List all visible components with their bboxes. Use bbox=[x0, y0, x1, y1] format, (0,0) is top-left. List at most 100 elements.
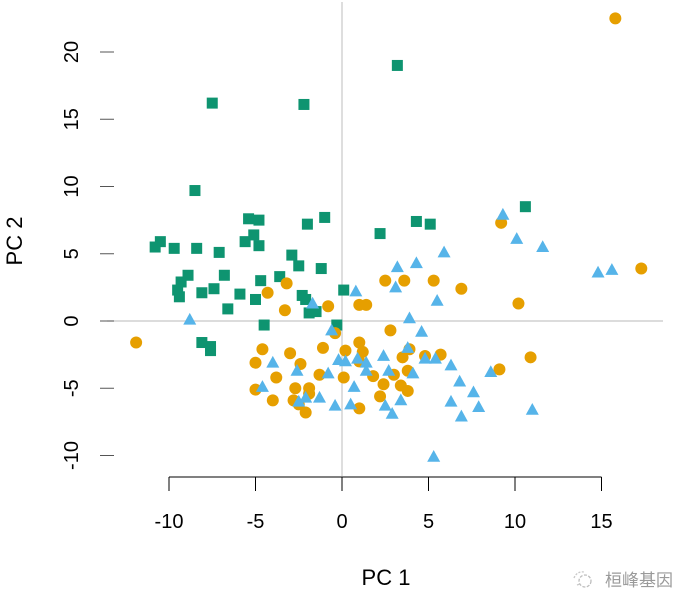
circle-marker bbox=[524, 351, 537, 364]
reference-lines bbox=[107, 2, 663, 476]
circle-marker bbox=[401, 384, 414, 397]
circle-marker bbox=[495, 216, 508, 229]
triangle-marker bbox=[536, 240, 550, 252]
triangle-marker bbox=[349, 284, 363, 297]
circle-marker bbox=[284, 347, 297, 360]
circle-marker bbox=[353, 402, 366, 415]
y-tick-label: 15 bbox=[61, 108, 83, 130]
circle-marker bbox=[455, 282, 468, 295]
x-tick-label: 0 bbox=[336, 511, 347, 533]
circle-marker bbox=[266, 394, 279, 407]
square-marker bbox=[258, 319, 270, 331]
circle-marker bbox=[316, 341, 329, 354]
square-marker bbox=[410, 215, 422, 227]
triangle-marker bbox=[382, 363, 396, 376]
circle-marker bbox=[374, 390, 387, 403]
square-marker bbox=[374, 228, 386, 240]
triangle-marker bbox=[418, 351, 432, 364]
y-tick-label: 10 bbox=[61, 175, 83, 197]
y-tick-label: 5 bbox=[61, 248, 83, 259]
circle-marker bbox=[609, 12, 622, 25]
circle-marker bbox=[353, 298, 366, 311]
triangle-marker bbox=[401, 341, 415, 353]
square-marker bbox=[239, 236, 251, 248]
square-marker bbox=[519, 201, 531, 213]
square-marker bbox=[274, 271, 286, 283]
group-3-points bbox=[183, 207, 619, 462]
triangle-marker bbox=[347, 380, 361, 392]
triangle-marker bbox=[394, 393, 408, 406]
x-axis: -10 -5 0 5 10 15 bbox=[155, 476, 613, 533]
triangle-marker bbox=[299, 390, 313, 403]
data-points bbox=[130, 12, 648, 462]
square-marker bbox=[303, 307, 315, 319]
triangle-marker bbox=[390, 260, 404, 273]
y-axis-title: PC 2 bbox=[2, 217, 27, 266]
circle-marker bbox=[396, 351, 409, 364]
triangle-marker bbox=[430, 294, 444, 306]
square-marker bbox=[319, 211, 331, 223]
circle-marker bbox=[299, 406, 312, 419]
triangle-marker bbox=[472, 400, 486, 413]
square-marker bbox=[253, 214, 265, 226]
x-tick-label: -5 bbox=[247, 511, 265, 533]
square-marker bbox=[298, 98, 310, 110]
triangle-marker bbox=[359, 355, 373, 368]
x-tick-label: 5 bbox=[423, 511, 434, 533]
circle-marker bbox=[398, 274, 411, 287]
triangle-marker bbox=[444, 394, 458, 407]
square-marker bbox=[205, 345, 217, 357]
square-marker bbox=[255, 275, 267, 287]
y-tick-label: 0 bbox=[61, 315, 83, 326]
triangle-marker bbox=[338, 354, 352, 367]
triangle-marker bbox=[428, 351, 442, 364]
triangle-marker bbox=[325, 323, 339, 336]
triangle-marker bbox=[605, 263, 619, 275]
square-marker bbox=[189, 185, 201, 197]
square-marker bbox=[253, 240, 265, 252]
triangle-marker bbox=[389, 280, 403, 293]
x-tick-label: -10 bbox=[155, 511, 184, 533]
square-marker bbox=[424, 218, 436, 230]
triangle-marker bbox=[306, 296, 320, 309]
square-marker bbox=[338, 284, 350, 296]
y-tick-label: 20 bbox=[61, 41, 83, 63]
circle-marker bbox=[261, 286, 274, 299]
watermark-text: 桓峰基因 bbox=[605, 571, 673, 591]
square-marker bbox=[286, 249, 298, 261]
triangle-marker bbox=[437, 245, 451, 258]
circle-marker bbox=[353, 336, 366, 349]
square-marker bbox=[196, 337, 208, 349]
triangle-marker bbox=[313, 390, 327, 403]
circle-marker bbox=[384, 324, 397, 337]
square-marker bbox=[222, 303, 234, 315]
circle-marker bbox=[635, 262, 648, 275]
triangle-marker bbox=[328, 398, 342, 411]
square-marker bbox=[191, 242, 203, 254]
group-2-points bbox=[130, 12, 648, 419]
y-axis: -10 -5 0 5 10 15 20 bbox=[61, 41, 114, 470]
triangle-marker bbox=[444, 358, 458, 371]
y-tick-label: -10 bbox=[61, 441, 83, 470]
triangle-marker bbox=[591, 265, 605, 278]
triangle-marker bbox=[377, 349, 391, 361]
circle-marker bbox=[337, 371, 350, 384]
square-marker bbox=[248, 229, 260, 241]
square-marker bbox=[331, 319, 343, 331]
circle-marker bbox=[512, 297, 525, 310]
watermark: 桓峰基因 bbox=[571, 566, 673, 591]
circle-marker bbox=[280, 277, 293, 290]
triangle-marker bbox=[415, 324, 429, 337]
triangle-marker bbox=[255, 380, 269, 392]
wechat-logo-icon bbox=[573, 570, 592, 588]
circle-marker bbox=[322, 300, 335, 313]
triangle-marker bbox=[266, 355, 280, 368]
circle-marker bbox=[289, 382, 302, 395]
triangle-marker bbox=[466, 385, 480, 398]
triangle-marker bbox=[427, 450, 441, 462]
triangle-marker bbox=[321, 366, 335, 379]
triangle-marker bbox=[344, 397, 358, 410]
square-marker bbox=[293, 260, 305, 272]
x-tick-label: 15 bbox=[590, 511, 612, 533]
